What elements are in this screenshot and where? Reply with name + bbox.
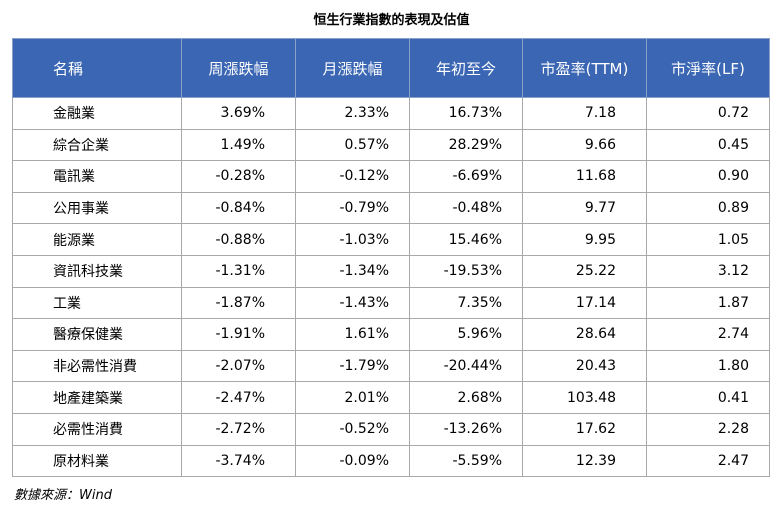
- table-row: 能源業 -0.88% -1.03% 15.46% 9.95 1.05: [12, 223, 770, 256]
- pe-ttm-cell: 17.14: [522, 286, 647, 320]
- sector-name-cell: 工業: [12, 286, 182, 320]
- table-row: 地產建築業 -2.47% 2.01% 2.68% 103.48 0.41: [12, 381, 770, 414]
- column-header-name: 名稱: [12, 38, 182, 98]
- table-title: 恒生行業指數的表現及估值: [313, 13, 470, 28]
- sector-name-cell: 非必需性消費: [12, 349, 182, 383]
- table-row: 公用事業 -0.84% -0.79% -0.48% 9.77 0.89: [12, 191, 770, 225]
- sector-name-cell: 原材料業: [12, 444, 182, 478]
- ytd-change-cell: -19.53%: [409, 254, 523, 288]
- sector-name-cell: 電訊業: [12, 160, 182, 193]
- table-row: 金融業 3.69% 2.33% 16.73% 7.18 0.72: [12, 97, 770, 130]
- table-row: 資訊科技業 -1.31% -1.34% -19.53% 25.22 3.12: [12, 254, 770, 288]
- table-row: 非必需性消費 -2.07% -1.79% -20.44% 20.43 1.80: [12, 349, 770, 383]
- monthly-change-cell: -1.79%: [295, 349, 410, 383]
- pb-lf-cell: 2.28: [646, 412, 770, 446]
- ytd-change-cell: -5.59%: [409, 444, 523, 478]
- pb-lf-cell: 0.89: [646, 191, 770, 225]
- monthly-change-cell: 2.33%: [295, 97, 410, 130]
- column-header-monthly-change: 月漲跌幅: [295, 38, 410, 98]
- pb-lf-cell: 0.72: [646, 97, 770, 130]
- weekly-change-cell: 1.49%: [181, 128, 296, 162]
- monthly-change-cell: -0.52%: [295, 412, 410, 446]
- pe-ttm-cell: 25.22: [522, 254, 647, 288]
- ytd-change-cell: -0.48%: [409, 191, 523, 225]
- monthly-change-cell: 1.61%: [295, 318, 410, 351]
- monthly-change-cell: -0.12%: [295, 160, 410, 193]
- column-header-pb-lf: 市淨率(LF): [646, 38, 770, 98]
- pb-lf-cell: 0.41: [646, 381, 770, 414]
- weekly-change-cell: 3.69%: [181, 97, 296, 130]
- sector-name-cell: 資訊科技業: [12, 254, 182, 288]
- weekly-change-cell: -2.07%: [181, 349, 296, 383]
- ytd-change-cell: 15.46%: [409, 223, 523, 256]
- ytd-change-cell: -20.44%: [409, 349, 523, 383]
- data-source-note: 數據來源：Wind: [14, 488, 112, 503]
- table-row: 工業 -1.87% -1.43% 7.35% 17.14 1.87: [12, 286, 770, 320]
- pe-ttm-cell: 103.48: [522, 381, 647, 414]
- pb-lf-cell: 1.87: [646, 286, 770, 320]
- table-row: 原材料業 -3.74% -0.09% -5.59% 12.39 2.47: [12, 444, 770, 478]
- weekly-change-cell: -1.87%: [181, 286, 296, 320]
- pb-lf-cell: 0.45: [646, 128, 770, 162]
- pe-ttm-cell: 20.43: [522, 349, 647, 383]
- pe-ttm-cell: 7.18: [522, 97, 647, 130]
- column-header-weekly-change: 周漲跌幅: [181, 38, 296, 98]
- monthly-change-cell: -0.79%: [295, 191, 410, 225]
- pb-lf-cell: 0.90: [646, 160, 770, 193]
- pb-lf-cell: 3.12: [646, 254, 770, 288]
- pb-lf-cell: 1.05: [646, 223, 770, 256]
- ytd-change-cell: 28.29%: [409, 128, 523, 162]
- table-row: 電訊業 -0.28% -0.12% -6.69% 11.68 0.90: [12, 160, 770, 193]
- pb-lf-cell: 2.47: [646, 444, 770, 478]
- sector-name-cell: 金融業: [12, 97, 182, 130]
- ytd-change-cell: -13.26%: [409, 412, 523, 446]
- table-row: 必需性消費 -2.72% -0.52% -13.26% 17.62 2.28: [12, 412, 770, 446]
- sector-name-cell: 綜合企業: [12, 128, 182, 162]
- monthly-change-cell: -1.34%: [295, 254, 410, 288]
- weekly-change-cell: -0.84%: [181, 191, 296, 225]
- weekly-change-cell: -1.31%: [181, 254, 296, 288]
- sector-name-cell: 公用事業: [12, 191, 182, 225]
- monthly-change-cell: 2.01%: [295, 381, 410, 414]
- sector-name-cell: 必需性消費: [12, 412, 182, 446]
- ytd-change-cell: 7.35%: [409, 286, 523, 320]
- ytd-change-cell: 16.73%: [409, 97, 523, 130]
- table-header-row: 名稱 周漲跌幅 月漲跌幅 年初至今 市盈率(TTM) 市淨率(LF): [12, 38, 770, 98]
- weekly-change-cell: -0.88%: [181, 223, 296, 256]
- pe-ttm-cell: 11.68: [522, 160, 647, 193]
- ytd-change-cell: 5.96%: [409, 318, 523, 351]
- pe-ttm-cell: 28.64: [522, 318, 647, 351]
- weekly-change-cell: -1.91%: [181, 318, 296, 351]
- weekly-change-cell: -3.74%: [181, 444, 296, 478]
- ytd-change-cell: -6.69%: [409, 160, 523, 193]
- pb-lf-cell: 2.74: [646, 318, 770, 351]
- weekly-change-cell: -2.47%: [181, 381, 296, 414]
- monthly-change-cell: -0.09%: [295, 444, 410, 478]
- pb-lf-cell: 1.80: [646, 349, 770, 383]
- weekly-change-cell: -2.72%: [181, 412, 296, 446]
- monthly-change-cell: -1.03%: [295, 223, 410, 256]
- monthly-change-cell: 0.57%: [295, 128, 410, 162]
- pe-ttm-cell: 12.39: [522, 444, 647, 478]
- pe-ttm-cell: 9.95: [522, 223, 647, 256]
- table-row: 醫療保健業 -1.91% 1.61% 5.96% 28.64 2.74: [12, 318, 770, 351]
- pe-ttm-cell: 9.66: [522, 128, 647, 162]
- pe-ttm-cell: 17.62: [522, 412, 647, 446]
- weekly-change-cell: -0.28%: [181, 160, 296, 193]
- sector-name-cell: 能源業: [12, 223, 182, 256]
- column-header-ytd: 年初至今: [409, 38, 523, 98]
- sector-name-cell: 醫療保健業: [12, 318, 182, 351]
- sector-performance-table: 名稱 周漲跌幅 月漲跌幅 年初至今 市盈率(TTM) 市淨率(LF) 金融業 3.…: [12, 38, 770, 478]
- table-row: 綜合企業 1.49% 0.57% 28.29% 9.66 0.45: [12, 128, 770, 162]
- ytd-change-cell: 2.68%: [409, 381, 523, 414]
- monthly-change-cell: -1.43%: [295, 286, 410, 320]
- sector-name-cell: 地產建築業: [12, 381, 182, 414]
- column-header-pe-ttm: 市盈率(TTM): [522, 38, 647, 98]
- pe-ttm-cell: 9.77: [522, 191, 647, 225]
